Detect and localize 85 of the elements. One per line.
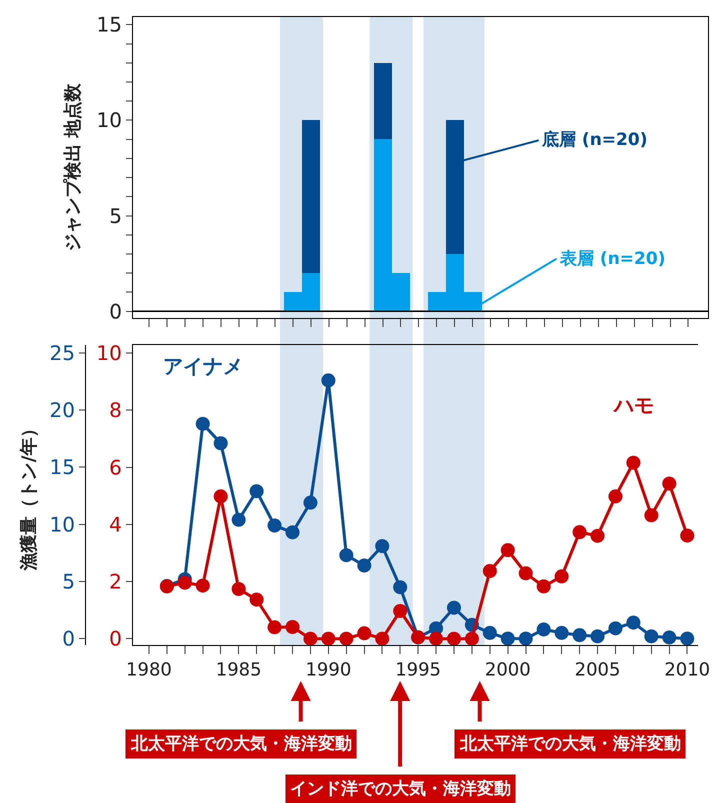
x-tick-label: 1990 [305, 660, 352, 681]
text: ハモ [612, 393, 654, 417]
y-tick-label: 0 [109, 299, 122, 324]
point [286, 620, 300, 634]
point [268, 620, 282, 634]
y2-tick-label: 4 [109, 512, 122, 536]
point [429, 632, 444, 645]
text: 北太平洋での大気・海洋変動 [459, 734, 681, 754]
point [536, 622, 551, 636]
point [626, 616, 640, 630]
point [518, 566, 533, 580]
y-tick-label: 0 [62, 626, 75, 651]
point [464, 632, 479, 645]
point [357, 558, 372, 572]
point [286, 525, 300, 540]
point [608, 621, 622, 636]
point [339, 632, 354, 645]
point [572, 525, 587, 540]
point [393, 604, 408, 618]
text: 北太平洋での大気・海洋変動 [130, 734, 352, 754]
point [250, 484, 264, 498]
point [214, 489, 228, 504]
y-tick-label: 10 [50, 512, 75, 536]
y-axis-title: 漁獲量（トン/年） [18, 420, 40, 572]
x-tick-label: 1980 [126, 660, 172, 681]
point [644, 629, 658, 644]
bar [374, 63, 392, 139]
point [250, 592, 264, 607]
bar [302, 120, 320, 273]
x-tick-label: 2005 [574, 660, 620, 681]
y-tick-label: 15 [96, 12, 122, 37]
point [214, 436, 228, 450]
y-axis-title: ジャンプ検出 地点数 [62, 82, 84, 252]
point [482, 626, 497, 640]
point [303, 632, 318, 645]
text: 表層 (n=20) [559, 249, 666, 269]
point [393, 580, 408, 594]
point [357, 626, 372, 640]
x-tick-label: 2010 [664, 660, 710, 681]
point [554, 569, 569, 584]
legend-label: 底層 (n=20) [541, 130, 648, 150]
y-tick-label: 5 [62, 569, 75, 594]
x-tick-label: 2000 [484, 660, 531, 681]
point [232, 512, 246, 527]
x-tick-label: 1995 [395, 660, 441, 681]
point [321, 373, 336, 388]
point [500, 543, 515, 558]
point [178, 576, 192, 590]
point [196, 578, 210, 593]
text: インド洋での大気・海洋変動 [290, 779, 511, 799]
point [500, 632, 515, 645]
point [196, 416, 210, 431]
point [554, 626, 569, 640]
point [446, 600, 461, 615]
point [518, 632, 533, 645]
y-tick-label: 25 [50, 341, 75, 365]
y-tick-label: 20 [50, 398, 75, 422]
point [375, 632, 390, 645]
point [303, 496, 318, 510]
point [662, 630, 676, 644]
y-tick-label: 5 [109, 204, 122, 228]
y-tick-label: 15 [50, 455, 75, 480]
point [590, 629, 605, 644]
x-tick-label: 1985 [216, 660, 262, 681]
point [680, 632, 694, 645]
point [572, 628, 587, 642]
point [680, 528, 694, 543]
y2-tick-label: 2 [109, 570, 122, 594]
point [232, 582, 246, 596]
point [268, 518, 282, 532]
point [446, 632, 461, 645]
point [321, 632, 336, 645]
point [626, 456, 640, 470]
y2-tick-label: 6 [109, 455, 122, 480]
point [644, 508, 658, 522]
point [375, 539, 390, 554]
y-tick-label: 10 [96, 108, 122, 132]
point [662, 476, 676, 491]
point [590, 528, 605, 543]
y2-tick-label: 8 [109, 398, 122, 422]
point [608, 489, 622, 504]
point [339, 548, 354, 562]
text: アイナメ [163, 354, 243, 378]
point [536, 579, 551, 594]
point [482, 564, 497, 578]
